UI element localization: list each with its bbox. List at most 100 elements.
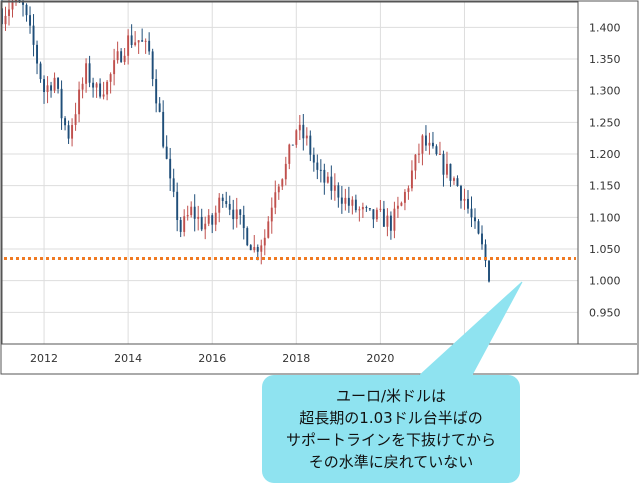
x-axis-labels: 201220142016201820202022 [30, 352, 478, 365]
candle-body [74, 114, 77, 126]
candle-body [235, 209, 238, 220]
candle-body [127, 35, 130, 56]
candle-body [197, 216, 200, 219]
candle-body [379, 208, 382, 210]
candle-body [295, 130, 298, 145]
candle-body [46, 85, 49, 93]
candle-body [417, 153, 420, 155]
candle-body [169, 158, 172, 179]
candle-body [435, 146, 438, 155]
candle-body [407, 188, 410, 192]
candle-body [256, 247, 259, 252]
y-tick-label: 0.950 [589, 306, 621, 319]
candle-body [488, 260, 490, 282]
candle-body [354, 199, 357, 211]
candle-body [22, 2, 24, 5]
y-tick-label: 1.250 [589, 116, 621, 129]
candle-body [11, 1, 14, 10]
y-tick-label: 1.300 [589, 85, 621, 98]
candle-body [137, 40, 140, 43]
candle-body [453, 178, 455, 181]
candle-body [312, 154, 315, 163]
candle-body [246, 228, 249, 246]
candle-body [288, 144, 291, 164]
candle-body [190, 206, 193, 216]
candle-body [323, 169, 326, 183]
candle-body [155, 79, 158, 104]
candle-body [277, 186, 280, 193]
candle-body [211, 215, 214, 225]
candle-body [284, 163, 287, 180]
candle-body [32, 25, 35, 45]
candle-body [67, 125, 70, 139]
candle-body [347, 197, 350, 206]
candle-body [172, 178, 175, 192]
candle-body [60, 88, 63, 119]
candle-body [29, 15, 31, 26]
candle-body [85, 63, 88, 84]
candle-body [141, 40, 144, 42]
candle-body [386, 215, 389, 227]
candle-body [421, 135, 424, 154]
candle-body [200, 216, 203, 230]
candle-body [228, 203, 231, 210]
candle-body [403, 191, 406, 203]
candle-body [470, 208, 473, 218]
candle-body [106, 81, 109, 95]
candle-body [225, 201, 228, 204]
candle-body [400, 202, 403, 206]
candle-body [442, 153, 445, 175]
candle-body [337, 185, 340, 198]
candle-body [484, 244, 487, 261]
candle-body [50, 85, 53, 91]
candle-body [249, 245, 252, 251]
candle-body [431, 142, 434, 147]
candle-body [4, 15, 7, 25]
candle-body [78, 89, 81, 115]
candle-body [158, 103, 161, 112]
chart-frame [0, 0, 639, 375]
y-tick-label: 1.350 [589, 53, 621, 66]
candle-body [340, 197, 343, 204]
x-tick-label: 2016 [198, 352, 226, 365]
candle-body [92, 82, 95, 88]
candle-body [344, 197, 347, 204]
candle-body [375, 209, 378, 220]
candle-body [481, 233, 483, 245]
candle-body [449, 163, 452, 181]
candle-body [53, 77, 56, 91]
candle-body [165, 146, 168, 159]
candle-body [267, 221, 270, 238]
candle-body [410, 170, 413, 189]
candle-body [281, 179, 284, 187]
candle-body [361, 206, 364, 210]
candle-body [333, 185, 336, 191]
candle-body [232, 209, 235, 220]
candle-body [162, 111, 165, 147]
y-tick-label: 1.000 [589, 275, 621, 288]
candles [1, 0, 490, 283]
candle-body [389, 215, 392, 231]
candle-body [263, 237, 266, 246]
candle-body [438, 153, 441, 155]
candle-body [372, 209, 375, 220]
candle-body [109, 74, 112, 82]
candle-body [144, 40, 147, 42]
candle-body [193, 206, 196, 219]
candle-body [467, 198, 469, 209]
candle-body [358, 209, 361, 211]
candle-body [99, 83, 102, 97]
candle-body [316, 162, 319, 170]
candle-body [291, 144, 294, 146]
candle-body [305, 135, 308, 139]
candle-body [393, 208, 396, 231]
candle-body [39, 63, 42, 80]
x-tick-label: 2014 [114, 352, 142, 365]
candle-body [183, 216, 186, 232]
candle-body [428, 142, 431, 146]
candle-body [382, 208, 385, 227]
candle-body [179, 220, 182, 232]
y-tick-label: 1.100 [589, 211, 621, 224]
candle-body [351, 199, 354, 206]
x-tick-label: 2020 [366, 352, 394, 365]
